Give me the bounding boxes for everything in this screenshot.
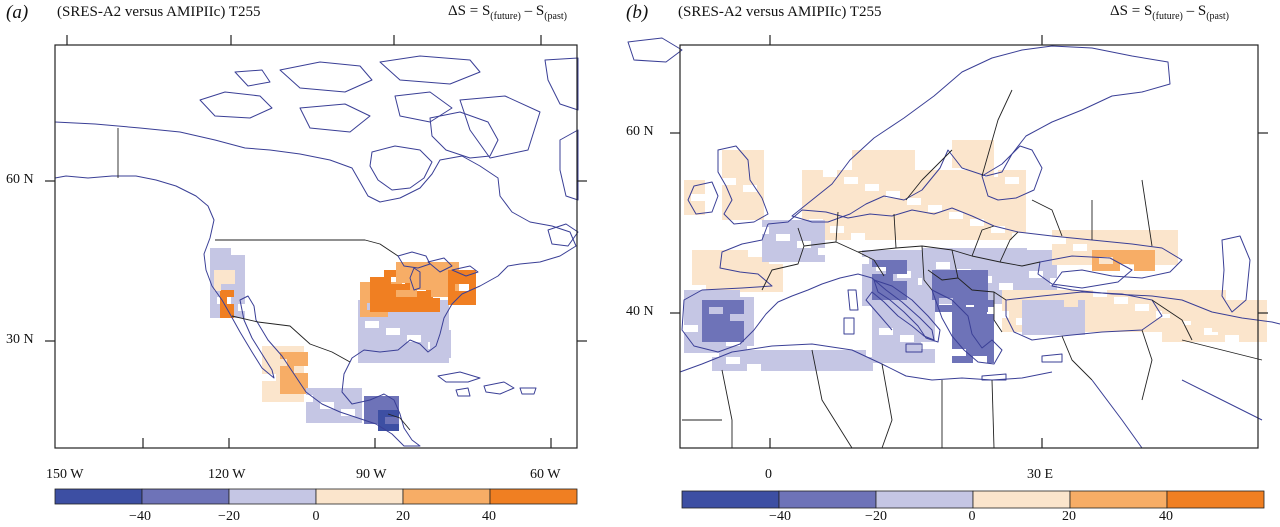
lon-tick-120w: 120 W [208,467,246,482]
colorbar-a-swatch-0 [54,488,143,505]
cb-b-tick-4: 40 [1159,509,1173,524]
formula-delta: ΔS = S [448,3,491,19]
panel-b-tick-marks [670,35,1268,448]
cb-b-tick-3: 20 [1062,509,1076,524]
panel-b-political-borders [682,89,1263,449]
colorbar-b-swatch-0 [681,490,780,509]
colorbar-a-swatch-1 [141,488,230,505]
cb-b-tick-0: −40 [769,509,791,524]
panel-b-europe: (b) (SRES-A2 versus AMIPIIc) T255 ΔS = S… [622,0,1280,527]
formula-past: (past) [1206,11,1229,22]
panel-a-subtitle: (SRES-A2 versus AMIPIIc) T255 [57,4,261,20]
panel-b-map-frame [679,44,1259,449]
lon-tick-150w: 150 W [46,467,84,482]
panel-a-map [45,35,587,449]
colorbar-a-swatch-3 [315,488,404,505]
panel-a-north-america: (a) (SRES-A2 versus AMIPIIc) T255 ΔS = S… [0,0,610,527]
colorbar-b-swatch-2 [875,490,974,509]
panel-b-anomaly-cells [684,140,1267,371]
lon-tick-90w: 90 W [356,467,387,482]
formula-minus: – S [520,3,545,19]
cb-a-tick-0: −40 [129,509,151,524]
panel-a-political-borders [117,128,411,431]
cb-a-tick-2: 0 [312,509,320,524]
panel-a-colorbar [54,488,578,505]
colorbar-a-swatch-2 [228,488,317,505]
panel-a-tick-marks [45,35,587,448]
panel-b-label: (b) [626,2,649,23]
lat-tick-30n: 30 N [6,332,34,347]
formula-past: (past) [544,11,567,22]
colorbar-a-swatch-4 [402,488,491,505]
panel-b-formula: ΔS = S(future) – S(past) [1110,3,1229,22]
lat-tick-60n: 60 N [6,172,34,187]
lon-tick-60w: 60 W [530,467,561,482]
panel-b-colorbar [681,490,1265,509]
cb-a-tick-4: 40 [482,509,496,524]
colorbar-a-swatch-5 [489,488,578,505]
colorbar-b-swatch-5 [1166,490,1265,509]
cb-b-tick-1: −20 [865,509,887,524]
formula-future: (future) [1152,11,1183,22]
formula-future: (future) [490,11,521,22]
cb-b-tick-2: 0 [968,509,976,524]
lon-tick-0: 0 [765,467,772,482]
panel-b-map [627,35,1280,449]
panel-a-map-frame [54,44,578,449]
panel-a-label: (a) [6,2,29,23]
formula-delta: ΔS = S [1110,3,1153,19]
cb-a-tick-3: 20 [396,509,410,524]
colorbar-b-swatch-4 [1069,490,1168,509]
colorbar-b-swatch-1 [778,490,877,509]
lon-tick-30e: 30 E [1027,467,1054,482]
panel-a-coastlines [54,55,579,447]
panel-a-formula: ΔS = S(future) – S(past) [448,3,567,22]
colorbar-b-swatch-3 [972,490,1071,509]
lat-tick-40n: 40 N [626,304,654,319]
lat-tick-60n: 60 N [626,124,654,139]
formula-minus: – S [1182,3,1207,19]
panel-b-subtitle: (SRES-A2 versus AMIPIIc) T255 [678,4,882,20]
cb-a-tick-1: −20 [218,509,240,524]
